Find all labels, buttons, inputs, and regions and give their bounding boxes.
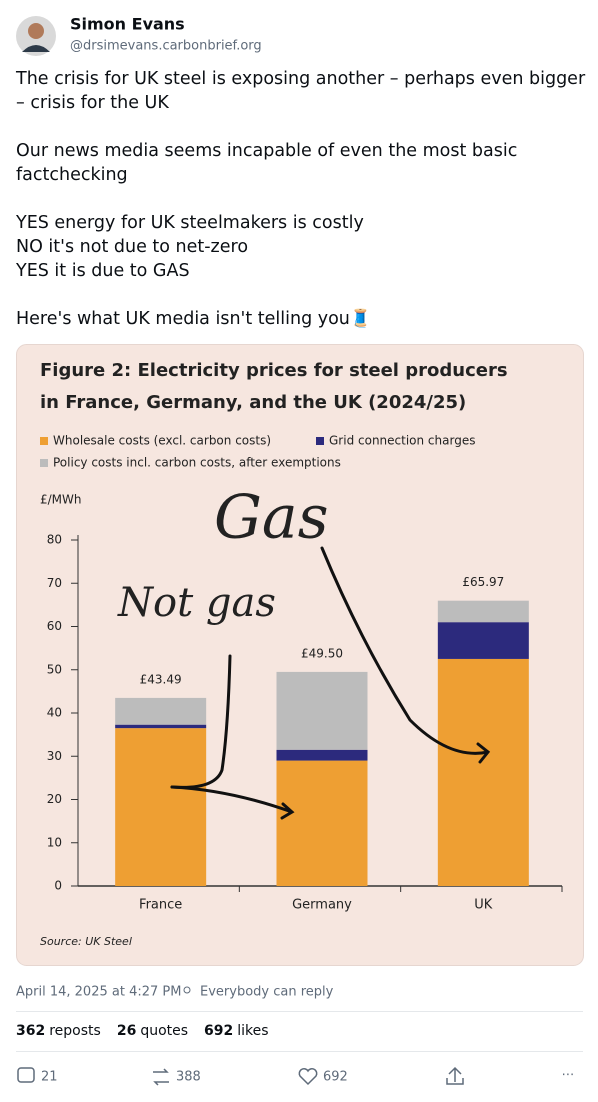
legend-swatch (40, 437, 48, 445)
post-text-line: YES energy for UK steelmakers is costly (15, 213, 364, 233)
y-tick-label: 0 (54, 879, 62, 893)
post-text-line: Our news media seems incapable of even t… (16, 141, 517, 161)
post-text-line: factchecking (16, 165, 128, 185)
more-button[interactable]: ⋯ (562, 1068, 575, 1083)
post-text-line: YES it is due to GAS (15, 261, 190, 281)
handwriting (170, 546, 491, 820)
annotation: Gas (214, 483, 329, 553)
avatar-face (28, 23, 44, 39)
y-tick-label: 60 (47, 619, 62, 633)
bar-segment (115, 724, 207, 729)
chart-title: in France, Germany, and the UK (2024/25) (40, 392, 466, 413)
legend-label: Policy costs incl. carbon costs, after e… (53, 456, 341, 470)
post-text-line: – crisis for the UK (16, 93, 169, 113)
total-label: £49.50 (301, 646, 343, 660)
stat-label: likes (237, 1023, 268, 1039)
legend-swatch (40, 459, 48, 467)
y-tick-label: 20 (47, 792, 62, 806)
legend-swatch (316, 437, 324, 445)
stat-label: reposts (49, 1023, 101, 1039)
repost-count: 388 (176, 1070, 201, 1085)
author-handle[interactable]: @drsimevans.carbonbrief.org (70, 39, 262, 54)
reply-setting: Everybody can reply (200, 985, 334, 1000)
chart-source: Source: UK Steel (40, 935, 132, 948)
avatar-body (22, 45, 50, 52)
bar-segment (276, 749, 368, 761)
stat-count: 692 (204, 1023, 233, 1039)
legend-label: Grid connection charges (329, 434, 475, 448)
share-button[interactable] (446, 1066, 464, 1085)
total-label: £43.49 (140, 672, 182, 686)
y-axis-label: £/MWh (40, 493, 82, 507)
bar-segment (276, 760, 368, 886)
chart-title: Figure 2: Electricity prices for steel p… (40, 360, 508, 381)
bar-segment (115, 728, 207, 886)
bar-segment (437, 658, 529, 886)
y-tick-label: 50 (47, 662, 62, 676)
like-button[interactable] (298, 1068, 318, 1086)
post-text-line: NO it's not due to net-zero (16, 237, 248, 257)
y-tick-label: 40 (47, 706, 62, 720)
y-tick-label: 10 (47, 835, 62, 849)
total-label: £65.97 (462, 575, 504, 589)
author-name[interactable]: Simon Evans (70, 15, 185, 34)
bar-segment (437, 622, 529, 659)
x-tick-label: Germany (292, 898, 352, 913)
repost-button[interactable] (153, 1068, 169, 1086)
x-tick-label: UK (474, 898, 493, 913)
bar-segment (276, 671, 368, 750)
reply-count: 21 (41, 1070, 58, 1085)
stat-label: quotes (140, 1023, 188, 1039)
post-text-line: The crisis for UK steel is exposing anot… (15, 69, 586, 89)
legend-label: Wholesale costs (excl. carbon costs) (53, 434, 271, 448)
bar-segment (437, 600, 529, 623)
stat-count: 26 (117, 1023, 136, 1039)
y-tick-label: 80 (47, 533, 62, 547)
reply-icon (183, 986, 191, 994)
annotation: Not gas (117, 580, 276, 626)
y-tick-label: 30 (47, 749, 62, 763)
like-count: 692 (323, 1070, 348, 1085)
post-text-line: Here's what UK media isn't telling you🧵 (16, 308, 372, 329)
timestamp[interactable]: April 14, 2025 at 4:27 PM (16, 985, 181, 1000)
x-tick-label: France (139, 898, 182, 913)
bar-segment (115, 697, 207, 725)
stat-count: 362 (16, 1023, 45, 1039)
y-tick-label: 70 (47, 576, 62, 590)
reply-button[interactable] (17, 1067, 35, 1083)
